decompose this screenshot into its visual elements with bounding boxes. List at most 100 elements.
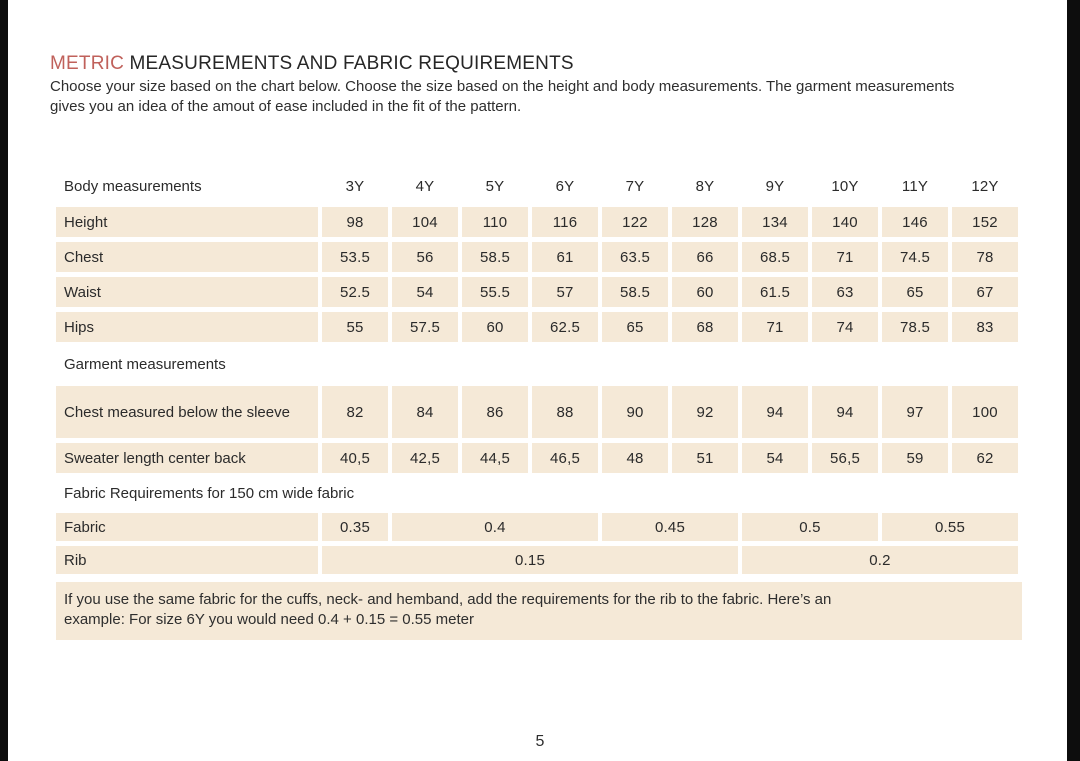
page-number: 5	[535, 733, 545, 750]
value-cell: 59	[882, 443, 948, 473]
size-header-cell: 5Y	[485, 177, 505, 195]
page-title-accent: METRIC	[50, 53, 125, 74]
row-label-cell: Chest	[56, 242, 318, 272]
size-header-cell: 4Y	[415, 177, 435, 195]
value-cell: 90	[602, 386, 668, 438]
row-label-cell: Chest measured below the sleeve	[56, 386, 318, 438]
value-cell: 82	[322, 386, 388, 438]
value-cell: 68.5	[742, 242, 808, 272]
row-label-cell: Hips	[56, 312, 318, 342]
garment-section-label: Garment measurements	[64, 355, 226, 373]
value-cell: 134	[742, 207, 808, 237]
value-cell: 57.5	[392, 312, 458, 342]
value-cell: 78.5	[882, 312, 948, 342]
value-cell: 56	[392, 242, 458, 272]
value-cell: 61	[532, 242, 598, 272]
value-cell: 94	[812, 386, 878, 438]
value-cell: 55	[322, 312, 388, 342]
value-cell: 52.5	[322, 277, 388, 307]
value-cell: 51	[672, 443, 738, 473]
spanned-value-cell: 0.35	[322, 513, 388, 541]
value-cell: 116	[532, 207, 598, 237]
value-cell: 62.5	[532, 312, 598, 342]
value-cell: 94	[742, 386, 808, 438]
value-cell: 58.5	[602, 277, 668, 307]
value-cell: 57	[532, 277, 598, 307]
size-table: Body measurements 3Y 4Y 5Y 6Y 7Y 8Y 9Y 10Y 11Y 12Y…	[56, 170, 1018, 574]
page-title-text: MEASUREMENTS AND FABRIC REQUIREMENTS	[129, 53, 574, 74]
size-header-cell: 10Y	[831, 177, 859, 195]
row-label-cell: Waist	[56, 277, 318, 307]
size-header-cell: 8Y	[695, 177, 715, 195]
row-label-cell: Height	[56, 207, 318, 237]
value-cell: 98	[322, 207, 388, 237]
size-header-cell: 11Y	[901, 177, 929, 195]
value-cell: 40,5	[322, 443, 388, 473]
value-cell: 104	[392, 207, 458, 237]
value-cell: 100	[952, 386, 1018, 438]
value-cell: 63	[812, 277, 878, 307]
page-edge-right	[1067, 0, 1080, 761]
row-label-cell: Sweater length center back	[56, 443, 318, 473]
value-cell: 74	[812, 312, 878, 342]
value-cell: 74.5	[882, 242, 948, 272]
fabric-note-line-1: If you use the same fabric for the cuffs…	[64, 591, 832, 608]
value-cell: 63.5	[602, 242, 668, 272]
value-cell: 84	[392, 386, 458, 438]
value-cell: 88	[532, 386, 598, 438]
spanned-value-cell: 0.55	[882, 513, 1018, 541]
spanned-value-cell: 0.4	[392, 513, 598, 541]
spanned-value-cell: 0.15	[322, 546, 738, 574]
value-cell: 42,5	[392, 443, 458, 473]
value-cell: 97	[882, 386, 948, 438]
value-cell: 65	[602, 312, 668, 342]
value-cell: 67	[952, 277, 1018, 307]
intro-line-2: gives you an idea of the amout of ease i…	[50, 97, 522, 115]
row-label-cell: Rib	[56, 546, 318, 574]
value-cell: 152	[952, 207, 1018, 237]
value-cell: 60	[462, 312, 528, 342]
value-cell: 65	[882, 277, 948, 307]
value-cell: 55.5	[462, 277, 528, 307]
value-cell: 92	[672, 386, 738, 438]
value-cell: 140	[812, 207, 878, 237]
value-cell: 62	[952, 443, 1018, 473]
value-cell: 46,5	[532, 443, 598, 473]
size-header-cell: 9Y	[765, 177, 785, 195]
value-cell: 71	[812, 242, 878, 272]
spanned-value-cell: 0.5	[742, 513, 878, 541]
spanned-value-cell: 0.2	[742, 546, 1018, 574]
value-cell: 48	[602, 443, 668, 473]
size-header-cell: 6Y	[555, 177, 575, 195]
value-cell: 54	[742, 443, 808, 473]
value-cell: 66	[672, 242, 738, 272]
value-cell: 58.5	[462, 242, 528, 272]
value-cell: 83	[952, 312, 1018, 342]
value-cell: 68	[672, 312, 738, 342]
intro-paragraph: Choose your size based on the chart belo…	[50, 77, 1045, 116]
intro-line-1: Choose your size based on the chart belo…	[50, 78, 955, 95]
value-cell: 146	[882, 207, 948, 237]
value-cell: 54	[392, 277, 458, 307]
value-cell: 110	[462, 207, 528, 237]
fabric-section-label: Fabric Requirements for 150 cm wide fabr…	[64, 484, 355, 502]
value-cell: 56,5	[812, 443, 878, 473]
value-cell: 53.5	[322, 242, 388, 272]
page-title: METRIC MEASUREMENTS AND FABRIC REQUIREME…	[50, 53, 574, 75]
size-header-cell: 7Y	[625, 177, 645, 195]
fabric-note-line-2: example: For size 6Y you would need 0.4 …	[64, 611, 474, 628]
value-cell: 122	[602, 207, 668, 237]
size-header-cell: 3Y	[345, 177, 365, 195]
value-cell: 61.5	[742, 277, 808, 307]
value-cell: 86	[462, 386, 528, 438]
value-cell: 60	[672, 277, 738, 307]
value-cell: 128	[672, 207, 738, 237]
value-cell: 71	[742, 312, 808, 342]
value-cell: 44,5	[462, 443, 528, 473]
page-edge-left	[0, 0, 8, 761]
column-header-label: Body measurements	[64, 177, 202, 195]
row-label-cell: Fabric	[56, 513, 318, 541]
size-header-cell: 12Y	[971, 177, 999, 195]
spanned-value-cell: 0.45	[602, 513, 738, 541]
value-cell: 78	[952, 242, 1018, 272]
